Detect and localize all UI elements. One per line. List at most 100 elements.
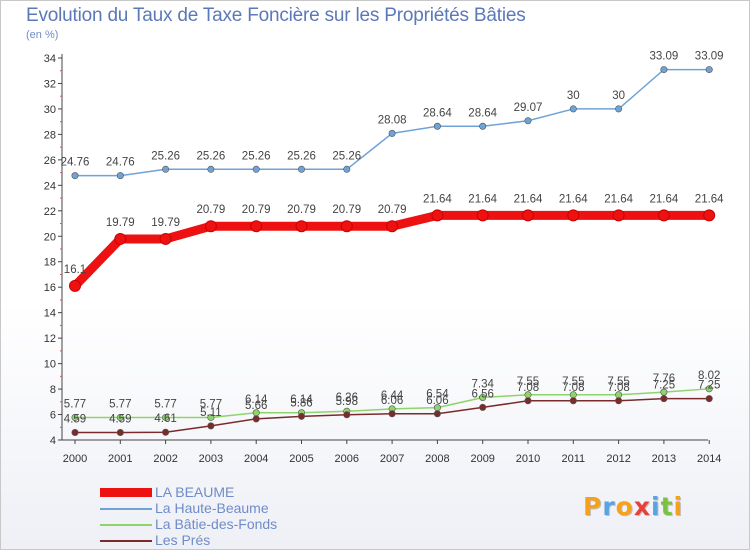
data-label: 20.79 bbox=[287, 204, 316, 216]
y-tick-label: 4 bbox=[50, 435, 56, 447]
x-tick-label: 2010 bbox=[516, 453, 540, 465]
series-point bbox=[433, 410, 441, 418]
data-label: 25.26 bbox=[197, 150, 226, 162]
y-axis-unit-label: (en %) bbox=[26, 29, 59, 41]
series-point bbox=[297, 165, 305, 173]
chart-title: Evolution du Taux de Taxe Foncière sur l… bbox=[26, 5, 526, 26]
data-label: 6.54 bbox=[426, 389, 449, 401]
data-label: 21.64 bbox=[650, 193, 679, 205]
logo-letter: t bbox=[660, 492, 674, 521]
legend-swatch-la-haute-beaume bbox=[100, 508, 152, 510]
data-label: 4.59 bbox=[64, 413, 86, 425]
data-label: 20.79 bbox=[332, 204, 361, 216]
data-label: 7.08 bbox=[607, 382, 629, 394]
series-point bbox=[657, 209, 670, 222]
x-tick-label: 2003 bbox=[199, 453, 223, 465]
legend-swatch-la-batie-des-fonds bbox=[100, 524, 152, 526]
data-label: 7.25 bbox=[698, 380, 720, 392]
data-label: 28.08 bbox=[378, 114, 407, 126]
x-tick-label: 2007 bbox=[380, 453, 404, 465]
y-tick-label: 34 bbox=[44, 53, 56, 65]
series-point bbox=[162, 413, 170, 421]
series-point bbox=[612, 209, 625, 222]
data-label: 20.79 bbox=[242, 204, 271, 216]
x-tick-label: 2012 bbox=[606, 453, 630, 465]
data-label: 8.02 bbox=[698, 370, 720, 382]
series-point bbox=[388, 129, 396, 137]
series-point bbox=[660, 395, 668, 403]
legend-label-les-pres: Les Prés bbox=[155, 532, 211, 548]
series-point bbox=[252, 165, 260, 173]
series-point bbox=[71, 172, 79, 180]
legend-swatch-la-beaume bbox=[100, 488, 152, 497]
data-label: 6.14 bbox=[290, 394, 313, 406]
data-label: 33.09 bbox=[650, 51, 679, 63]
data-label: 5.86 bbox=[290, 397, 312, 409]
series-point bbox=[569, 105, 577, 113]
series-point bbox=[207, 422, 215, 430]
series-point bbox=[705, 66, 713, 74]
series-point bbox=[116, 172, 124, 180]
data-label: 7.55 bbox=[607, 376, 629, 388]
data-label: 21.64 bbox=[695, 193, 724, 205]
series-point bbox=[524, 397, 532, 405]
series-point bbox=[69, 279, 81, 292]
series-point bbox=[252, 415, 260, 423]
series-point bbox=[204, 220, 217, 233]
series-point bbox=[479, 403, 487, 411]
x-tick-label: 2002 bbox=[153, 453, 177, 465]
data-label: 28.64 bbox=[423, 107, 452, 119]
data-label: 21.64 bbox=[468, 193, 497, 205]
data-label: 6.14 bbox=[245, 394, 268, 406]
data-label: 25.26 bbox=[242, 150, 271, 162]
y-tick-label: 26 bbox=[44, 155, 56, 167]
data-label: 30 bbox=[567, 90, 580, 102]
y-tick-label: 6 bbox=[50, 410, 56, 422]
data-label: 21.64 bbox=[604, 193, 633, 205]
series-point bbox=[114, 232, 127, 245]
data-label: 21.64 bbox=[423, 193, 452, 205]
data-label: 5.98 bbox=[336, 396, 358, 408]
y-tick-label: 28 bbox=[44, 129, 56, 141]
series-point bbox=[522, 209, 534, 222]
series-point bbox=[705, 385, 713, 393]
data-label: 7.55 bbox=[562, 376, 584, 388]
series-point bbox=[343, 165, 351, 173]
series-point bbox=[162, 165, 170, 173]
data-label: 24.76 bbox=[61, 157, 90, 169]
series-point bbox=[615, 397, 623, 405]
data-label: 30 bbox=[612, 90, 625, 102]
data-label: 7.76 bbox=[653, 373, 675, 385]
legend-label-la-haute-beaume: La Haute-Beaume bbox=[155, 500, 269, 516]
data-label: 4.59 bbox=[109, 413, 131, 425]
logo-letter: x bbox=[633, 492, 651, 521]
series-point bbox=[703, 209, 716, 222]
data-label: 21.64 bbox=[559, 193, 588, 205]
legend-label-la-beaume: LA BEAUME bbox=[155, 484, 235, 500]
data-label: 5.77 bbox=[200, 398, 222, 410]
data-label: 6.06 bbox=[381, 395, 403, 407]
series-point bbox=[116, 428, 124, 436]
series-point bbox=[524, 117, 532, 125]
logo-letter: P bbox=[583, 492, 603, 521]
series-point bbox=[431, 209, 444, 222]
series-point bbox=[567, 209, 580, 222]
series-point bbox=[207, 165, 215, 173]
series-point bbox=[433, 122, 441, 130]
series-point bbox=[340, 220, 353, 233]
x-tick-label: 2011 bbox=[561, 453, 585, 465]
data-label: 6.56 bbox=[472, 388, 494, 400]
data-label: 5.77 bbox=[64, 398, 86, 410]
series-point bbox=[479, 393, 487, 401]
data-label: 5.66 bbox=[245, 400, 267, 412]
legend-label-la-batie-des-fonds: La Bâtie-des-Fonds bbox=[155, 516, 278, 532]
series-point bbox=[250, 220, 263, 233]
data-label: 19.79 bbox=[106, 217, 135, 229]
data-label: 20.79 bbox=[378, 204, 407, 216]
y-tick-label: 32 bbox=[44, 78, 56, 90]
data-label: 5.77 bbox=[109, 398, 131, 410]
x-tick-label: 2013 bbox=[652, 453, 676, 465]
series-point bbox=[116, 413, 124, 421]
data-label: 25.26 bbox=[287, 150, 316, 162]
